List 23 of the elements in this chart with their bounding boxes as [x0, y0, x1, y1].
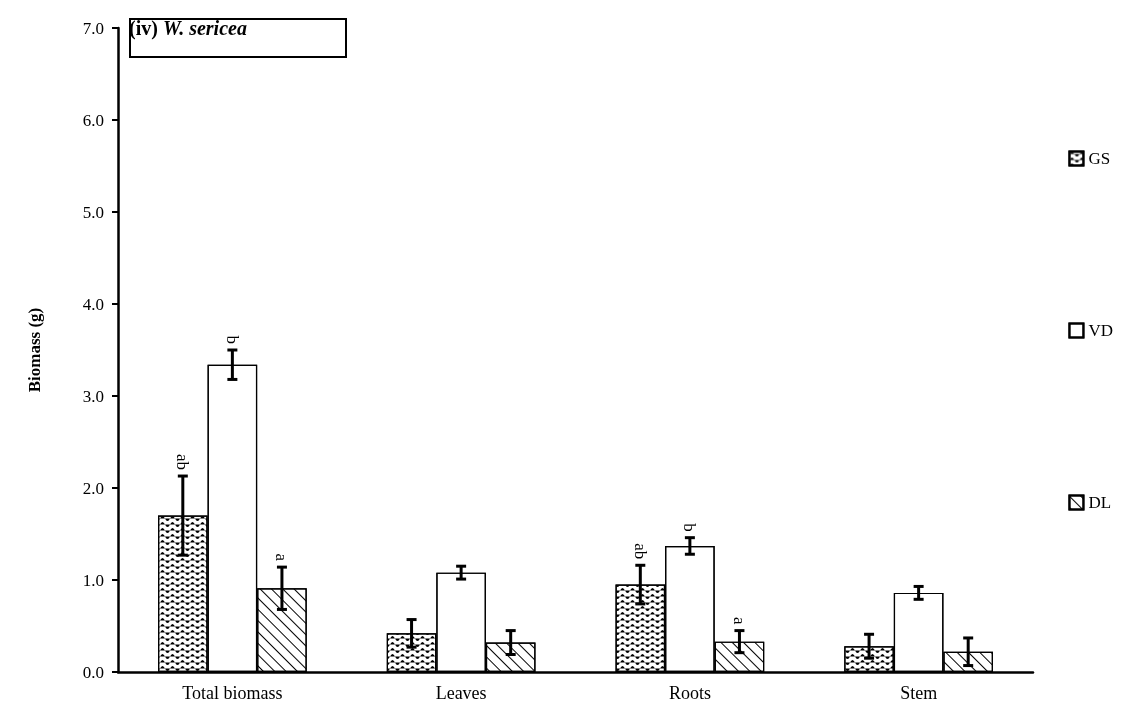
y-tick-label: 3.0	[82, 386, 104, 406]
data-label: a	[729, 617, 749, 626]
legend-label: DL	[1088, 493, 1112, 512]
data-label: b	[222, 335, 242, 344]
data-label: ab	[173, 453, 193, 471]
y-tick-label: 0.0	[82, 662, 104, 682]
legend-label: VD	[1088, 321, 1114, 340]
y-tick-label: 1.0	[82, 570, 104, 590]
y-tick-label: 7.0	[82, 18, 104, 38]
y-tick-label: 6.0	[82, 110, 104, 130]
data-label: ab	[630, 543, 650, 560]
y-tick-label: 4.0	[82, 294, 104, 314]
x-tick-label: Stem	[900, 683, 938, 703]
x-tick-label: Total biomass	[182, 683, 283, 703]
x-tick-label: Roots	[668, 683, 711, 703]
y-axis-title: Biomass (g)	[25, 307, 44, 393]
x-tick-label: Leaves	[435, 683, 487, 703]
y-tick-label: 5.0	[82, 202, 104, 222]
legend-label: GS	[1088, 149, 1111, 168]
data-label: b	[680, 523, 700, 532]
y-tick-label: 2.0	[82, 478, 104, 498]
data-label: a	[272, 553, 292, 562]
chart-title: (iv) W. sericea	[129, 17, 247, 40]
